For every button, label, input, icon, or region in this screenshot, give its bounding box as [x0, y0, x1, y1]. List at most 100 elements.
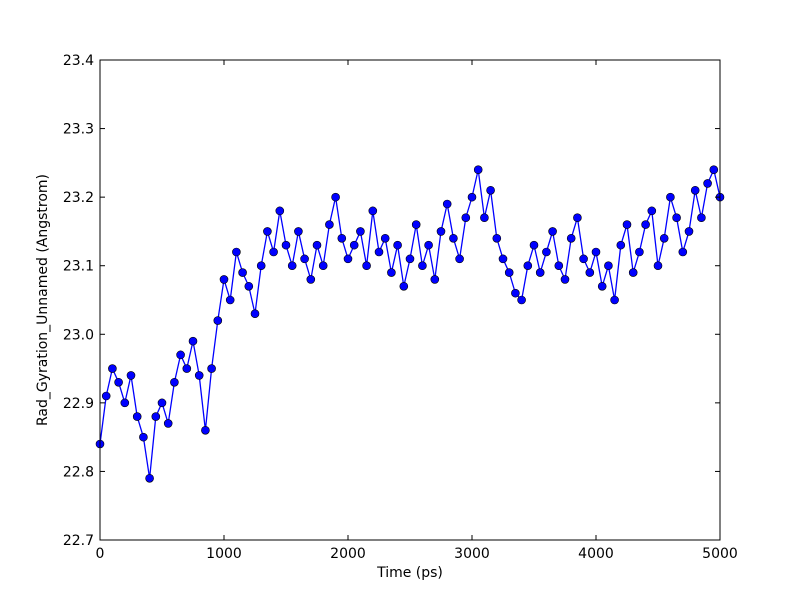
- data-point: [188, 336, 198, 346]
- x-tick-label: 2000: [330, 546, 366, 562]
- y-axis-label: Rad_Gyration_Unnamed (Angstrom): [35, 174, 51, 426]
- data-point: [343, 254, 353, 264]
- data-point: [362, 261, 371, 271]
- data-point: [201, 425, 210, 435]
- data-point: [684, 227, 694, 236]
- data-point: [318, 261, 328, 271]
- data-point: [399, 281, 409, 291]
- data-point: [554, 261, 564, 271]
- data-point: [213, 316, 223, 325]
- data-point: [511, 288, 520, 298]
- data-point: [411, 220, 421, 229]
- data-point: [232, 247, 241, 257]
- data-point: [145, 473, 154, 483]
- y-tick-label: 23.3: [63, 122, 94, 138]
- data-point: [579, 254, 588, 264]
- data-point: [325, 220, 334, 229]
- data-point: [225, 295, 235, 305]
- x-tick-label: 4000: [578, 546, 614, 562]
- data-point: [585, 268, 595, 277]
- data-point: [492, 233, 502, 243]
- data-point: [424, 240, 433, 250]
- x-tick-label: 5000: [702, 546, 738, 562]
- data-point: [449, 233, 458, 243]
- data-point: [480, 213, 489, 223]
- data-point: [672, 213, 681, 223]
- data-point: [461, 213, 471, 223]
- data-point: [250, 309, 260, 319]
- data-point: [436, 227, 446, 236]
- data-point: [337, 233, 347, 243]
- data-point: [306, 275, 316, 284]
- data-point: [287, 261, 297, 271]
- data-point: [622, 220, 632, 229]
- data-point: [170, 377, 179, 387]
- data-point: [356, 227, 365, 236]
- data-point: [387, 268, 396, 277]
- data-point: [114, 377, 123, 387]
- data-point: [709, 165, 719, 175]
- data-point: [405, 254, 415, 264]
- data-point: [331, 192, 340, 202]
- data-point: [256, 261, 266, 271]
- data-point: [219, 275, 229, 284]
- y-tick-label: 23.0: [63, 327, 94, 343]
- data-point: [120, 398, 130, 408]
- data-point: [647, 206, 657, 216]
- data-point: [604, 261, 613, 271]
- data-point: [635, 247, 644, 257]
- data-point: [380, 233, 390, 243]
- y-tick-label: 22.7: [63, 533, 94, 549]
- data-point: [523, 261, 533, 271]
- x-tick-label: 0: [96, 546, 105, 562]
- data-point: [591, 247, 601, 257]
- data-point: [666, 192, 675, 202]
- data-point: [139, 432, 148, 442]
- data-point: [132, 412, 142, 421]
- data-point: [678, 247, 688, 257]
- data-point: [269, 247, 278, 257]
- data-point: [653, 261, 663, 271]
- data-point: [275, 206, 285, 216]
- data-point: [641, 220, 650, 229]
- data-point: [455, 254, 464, 264]
- y-tick-label: 23.2: [63, 190, 94, 206]
- data-point: [430, 275, 440, 284]
- data-point: [548, 227, 557, 236]
- data-point: [244, 281, 254, 291]
- data-point: [597, 281, 607, 291]
- x-axis-label: Time (ps): [376, 565, 443, 581]
- data-point: [151, 412, 161, 421]
- data-point: [535, 268, 545, 277]
- data-point: [703, 179, 712, 188]
- data-point: [157, 398, 167, 408]
- data-point: [529, 240, 539, 250]
- data-point: [690, 185, 700, 195]
- axis-ticks: 0 1000 2000 3000 4000 5000 22.7 22.8 22.9 23.0 23.…: [63, 53, 738, 562]
- data-point: [498, 254, 508, 264]
- y-tick-label: 23.4: [63, 53, 94, 69]
- data-point: [101, 391, 111, 401]
- data-point: [374, 247, 384, 257]
- data-point: [263, 227, 272, 236]
- data-point: [393, 240, 402, 250]
- plot-frame: [99, 59, 721, 541]
- data-point: [473, 165, 483, 175]
- data-point: [108, 364, 117, 373]
- data-point: [628, 268, 638, 277]
- data-point: [349, 240, 359, 250]
- y-tick-label: 23.1: [63, 259, 94, 275]
- data-point: [573, 213, 582, 223]
- data-point: [418, 261, 427, 271]
- x-tick-label: 1000: [206, 546, 242, 562]
- data-point: [697, 213, 706, 223]
- data-point: [467, 192, 477, 202]
- data-point: [566, 233, 576, 243]
- data-point: [659, 233, 669, 243]
- data-point: [238, 268, 247, 277]
- data-point: [616, 240, 626, 250]
- data-point: [182, 364, 192, 373]
- data-point: [207, 364, 216, 373]
